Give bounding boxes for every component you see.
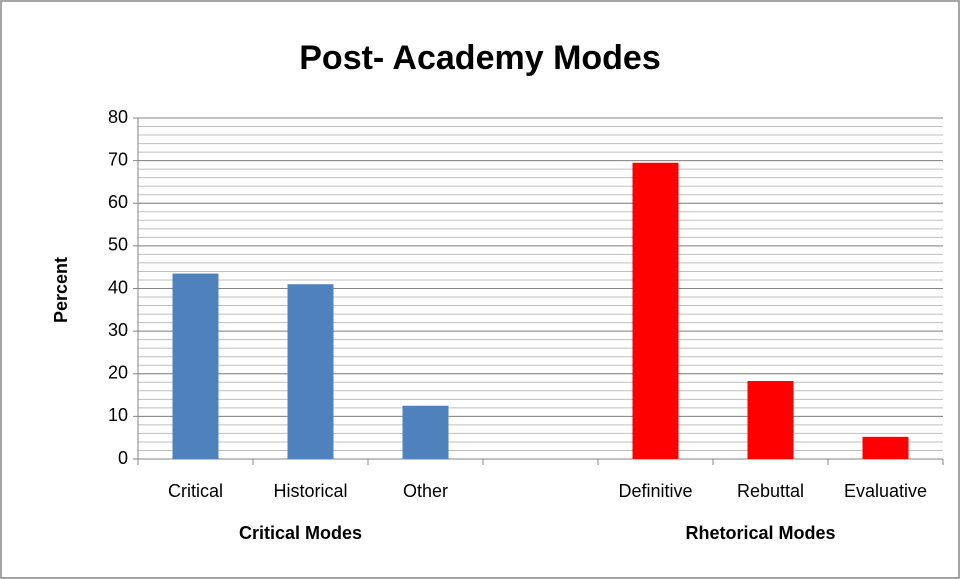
x-tick-label: Other xyxy=(403,481,448,501)
y-tick-label: 50 xyxy=(108,235,128,255)
bar xyxy=(172,273,219,459)
y-tick-label: 80 xyxy=(108,107,128,127)
bar xyxy=(862,436,909,459)
bar xyxy=(747,380,794,459)
y-tick-label: 10 xyxy=(108,405,128,425)
x-tick-label: Critical xyxy=(168,481,223,501)
y-tick-label: 30 xyxy=(108,320,128,340)
y-tick-label: 60 xyxy=(108,192,128,212)
x-tick-label: Evaluative xyxy=(844,481,927,501)
x-tick-label: Historical xyxy=(273,481,347,501)
chart-title: Post- Academy Modes xyxy=(299,39,661,77)
x-tick-label: Definitive xyxy=(618,481,692,501)
bar xyxy=(402,405,449,459)
x-tick-label: Rebuttal xyxy=(737,481,804,501)
y-tick-label: 40 xyxy=(108,277,128,297)
group-label: Critical Modes xyxy=(239,523,362,543)
group-label: Rhetorical Modes xyxy=(685,523,835,543)
y-tick-label: 0 xyxy=(118,448,128,468)
y-tick-label: 70 xyxy=(108,149,128,169)
y-axis-label: Percent xyxy=(51,257,71,323)
bar xyxy=(287,284,334,459)
y-tick-label: 20 xyxy=(108,363,128,383)
bar xyxy=(632,162,679,459)
